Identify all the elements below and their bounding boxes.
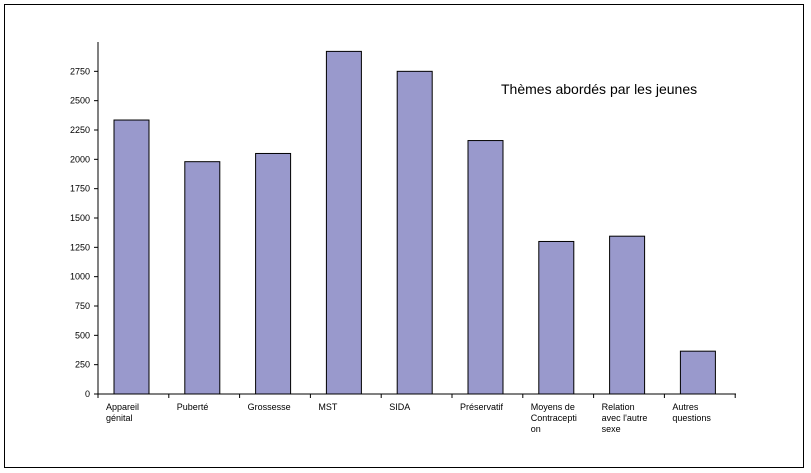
bar (113, 119, 150, 395)
y-tick-label: 250 (75, 360, 90, 370)
x-tick-label: Autres questions (672, 402, 711, 423)
x-tick-label-line: avec l'autre (602, 413, 648, 423)
bar (325, 50, 362, 395)
x-axis: Appareil génital Puberté Grossesse MST SIDA Pr… (97, 393, 736, 434)
x-tick-label-line: Préservatif (460, 402, 504, 412)
x-tick-label: Moyens de Contracepti on (531, 402, 577, 434)
x-tick-label-line: MST (318, 402, 338, 412)
x-tick-label-line: Appareil (106, 402, 139, 412)
bars (113, 50, 716, 395)
x-tick-label: MST (318, 402, 338, 412)
bar (184, 161, 221, 395)
bar (538, 240, 575, 395)
bar (609, 235, 646, 395)
y-tick-label: 0 (85, 389, 90, 399)
y-tick-label: 2500 (70, 96, 90, 106)
y-tick-label: 750 (75, 301, 90, 311)
bar-chart: 0 250 500 750 1000 1250 1500 1750 2000 2250 2500 27… (70, 42, 736, 434)
x-tick-label-line: Puberté (177, 402, 209, 412)
chart-frame: 0 250 500 750 1000 1250 1500 1750 2000 2250 2500 27… (4, 4, 804, 468)
x-tick-label-line: on (531, 424, 541, 434)
x-tick-label: Préservatif (460, 402, 504, 412)
x-tick-label-line: Contracepti (531, 413, 577, 423)
chart-title: Thèmes abordés par les jeunes (501, 81, 697, 97)
x-tick-label-line: SIDA (389, 402, 410, 412)
x-tick-label: Grossesse (248, 402, 291, 412)
y-tick-label: 1250 (70, 242, 90, 252)
x-tick-label-line: Autres (672, 402, 699, 412)
x-tick-label-line: questions (672, 413, 711, 423)
y-axis: 0 250 500 750 1000 1250 1500 1750 2000 2250 2500 27… (70, 42, 99, 399)
y-tick-label: 1750 (70, 184, 90, 194)
x-tick-label: Puberté (177, 402, 209, 412)
bar (679, 350, 716, 395)
x-tick-label: Appareil génital (106, 402, 139, 423)
x-tick-label-line: génital (106, 413, 133, 423)
y-tick-label: 500 (75, 330, 90, 340)
y-tick-label: 1500 (70, 213, 90, 223)
x-tick-label-line: sexe (602, 424, 621, 434)
bar (467, 140, 504, 395)
x-tick-label-line: Relation (602, 402, 635, 412)
y-tick-label: 2750 (70, 66, 90, 76)
x-tick-label: SIDA (389, 402, 410, 412)
x-tick-label: Relation avec l'autre sexe (602, 402, 648, 434)
x-tick-label-line: Moyens de (531, 402, 575, 412)
y-tick-label: 1000 (70, 272, 90, 282)
bar (255, 152, 292, 395)
y-tick-label: 2250 (70, 125, 90, 135)
bar (396, 70, 433, 395)
x-tick-label-line: Grossesse (248, 402, 291, 412)
y-tick-label: 2000 (70, 154, 90, 164)
